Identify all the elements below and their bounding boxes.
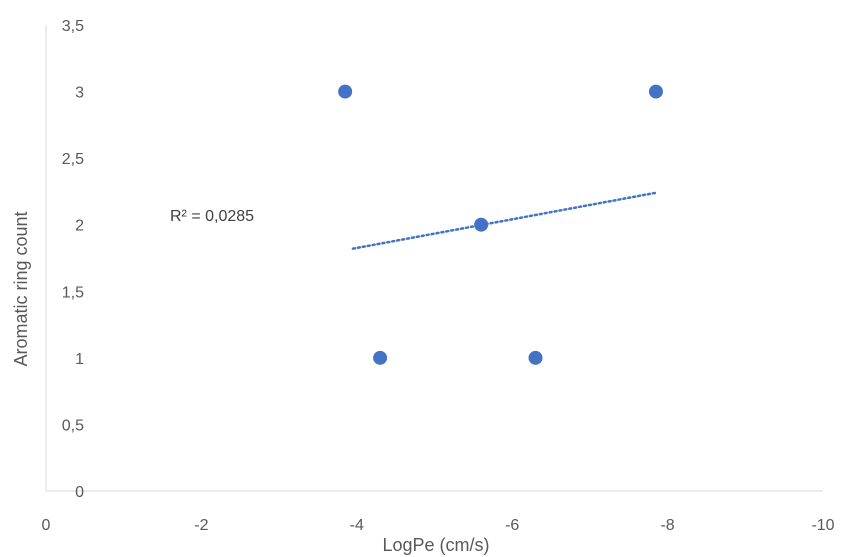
y-tick-label: 1 (75, 351, 84, 368)
data-point (648, 84, 663, 99)
x-tick-label: -10 (811, 517, 834, 534)
x-tick-label: -2 (194, 517, 208, 534)
trendline (351, 191, 658, 250)
axes (45, 25, 823, 492)
x-tick-labels: 0 -2 -4 -6 -8 -10 (42, 517, 835, 534)
x-tick-label: 0 (42, 517, 51, 534)
x-tick-label: -8 (660, 517, 674, 534)
data-point (338, 84, 353, 99)
y-tick-label: 3 (75, 85, 84, 102)
x-axis-label: LogPe (cm/s) (382, 535, 489, 555)
y-axis-label: Aromatic ring count (11, 211, 31, 366)
trendline-group (351, 191, 658, 250)
y-tick-labels: 0 0,5 1 1,5 2 2,5 3 3,5 (62, 18, 84, 501)
r-squared-annotation: R² = 0,0285 (170, 208, 254, 225)
data-points (338, 84, 663, 365)
data-point (373, 350, 388, 365)
y-tick-label: 0 (75, 484, 84, 501)
y-tick-label: 2,5 (62, 151, 84, 168)
y-tick-label: 2 (75, 218, 84, 235)
x-tick-label: -6 (505, 517, 519, 534)
x-tick-label: -4 (350, 517, 364, 534)
data-point (474, 217, 489, 232)
data-point (528, 350, 543, 365)
y-tick-label: 0,5 (62, 417, 84, 434)
y-tick-label: 3,5 (62, 18, 84, 35)
y-tick-label: 1,5 (62, 284, 84, 301)
